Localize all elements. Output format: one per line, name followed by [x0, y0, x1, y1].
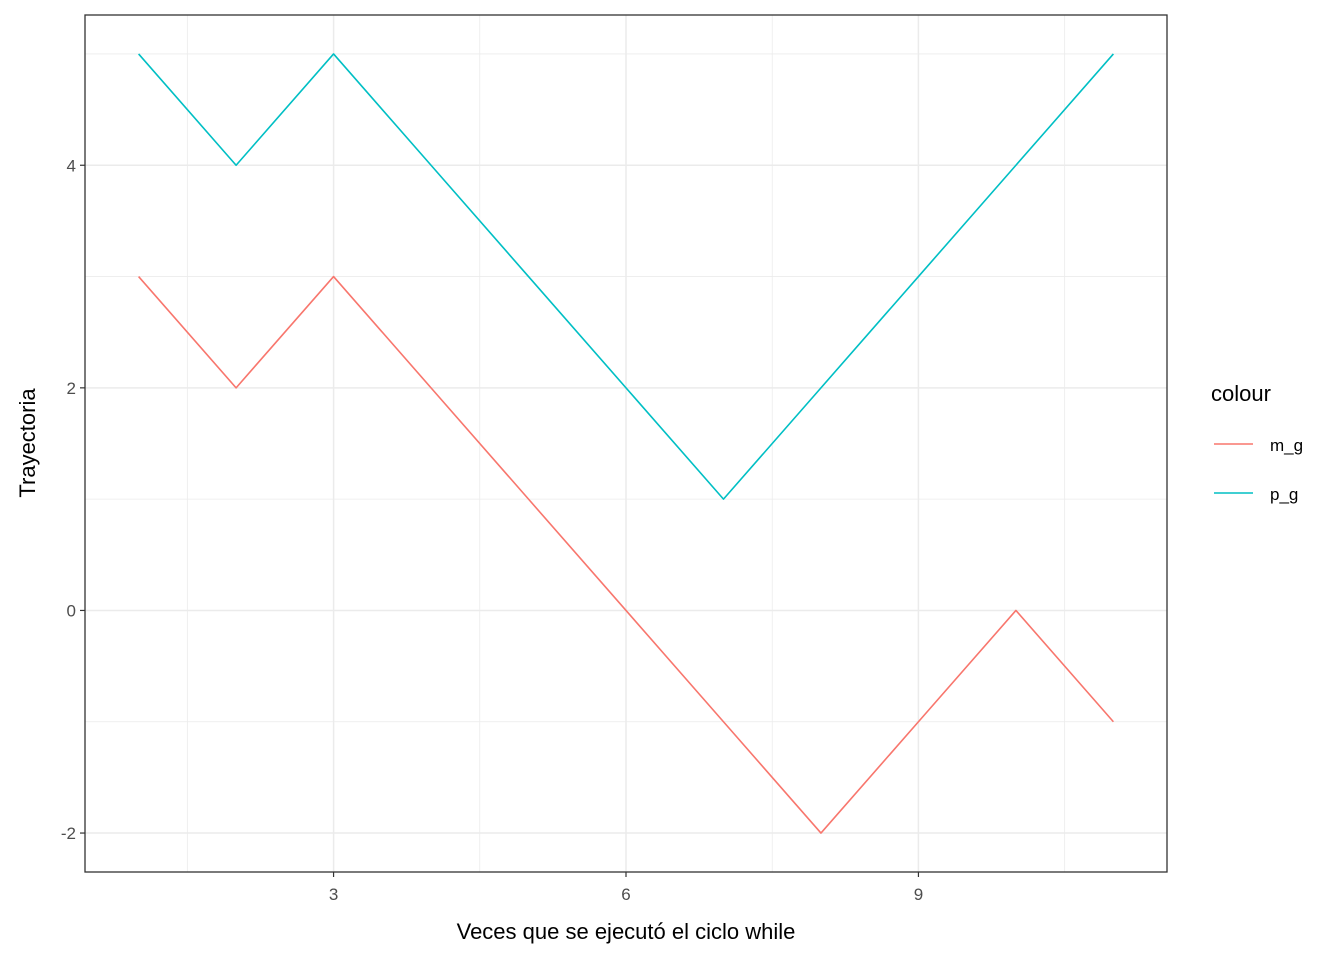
x-axis-title: Veces que se ejecutó el ciclo while — [457, 919, 796, 944]
legend: colour m_g p_g — [1211, 381, 1303, 504]
series-lines — [138, 53, 1114, 834]
series-line-p_g — [138, 53, 1114, 500]
x-tick-label: 3 — [329, 885, 338, 904]
legend-title: colour — [1211, 381, 1271, 406]
x-tick-label: 6 — [621, 885, 630, 904]
legend-label-m_g: m_g — [1270, 436, 1303, 455]
y-tick-label: -2 — [61, 824, 76, 843]
y-axis: -2 0 2 4 — [61, 156, 85, 843]
y-axis-title: Trayectoria — [15, 388, 40, 498]
y-tick-label: 2 — [67, 379, 76, 398]
y-tick-label: 4 — [67, 156, 76, 175]
legend-label-p_g: p_g — [1270, 485, 1298, 504]
x-tick-label: 9 — [914, 885, 923, 904]
x-axis: 3 6 9 — [329, 872, 923, 904]
series-line-m_g — [138, 275, 1114, 834]
y-tick-label: 0 — [67, 601, 76, 620]
